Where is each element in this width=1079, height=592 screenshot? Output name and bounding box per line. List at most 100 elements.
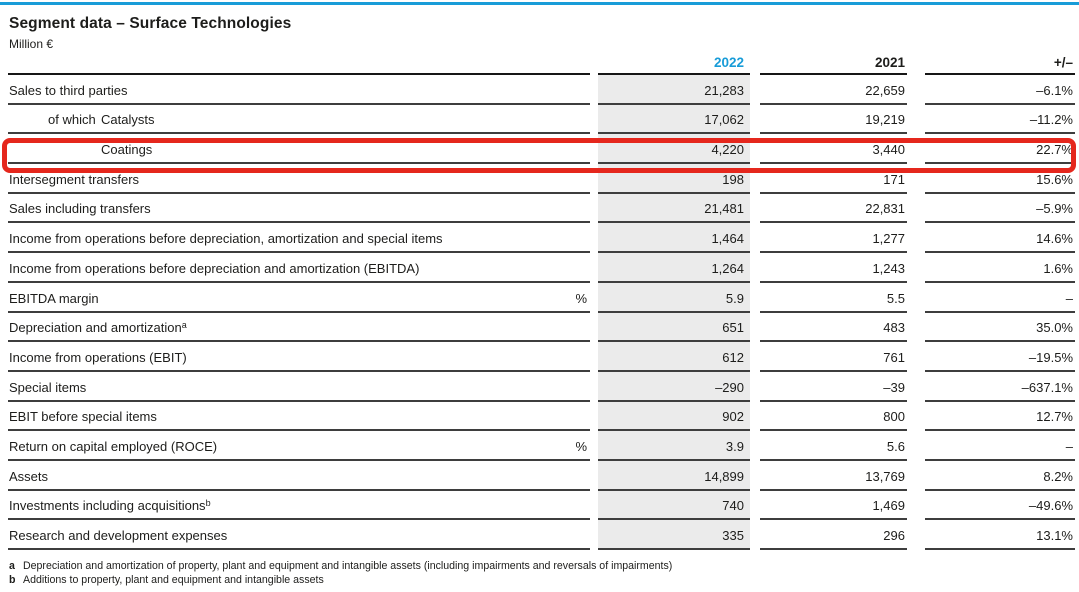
column-gap xyxy=(590,134,598,164)
table-row: EBIT before special items 902 800 12.7% xyxy=(8,401,1075,432)
value-2021: 800 xyxy=(760,402,907,432)
value-2021: 3,440 xyxy=(760,134,907,165)
column-gap xyxy=(907,342,925,372)
row-label: Special items xyxy=(9,379,87,395)
column-gap xyxy=(750,75,760,105)
row-label: Research and development expenses xyxy=(9,528,228,543)
column-gap xyxy=(907,105,925,135)
value-2021: 22,831 xyxy=(760,194,907,224)
value-2022: 17,062 xyxy=(598,104,750,135)
column-gap xyxy=(590,164,598,194)
value-change: –49.6% xyxy=(925,491,1075,521)
table-row: of which Catalysts 17,062 19,219 –11.2% xyxy=(8,104,1075,135)
row-label: Intersegment transfers xyxy=(9,171,140,187)
column-gap xyxy=(907,461,925,491)
value-2021: 5.5 xyxy=(760,283,907,313)
column-gap xyxy=(590,342,598,372)
row-label-cell: Income from operations (EBIT) xyxy=(8,342,590,372)
column-gap xyxy=(907,253,925,283)
value-change: 22.7% xyxy=(925,134,1075,165)
footnote-text: Additions to property, plant and equipme… xyxy=(23,573,324,586)
value-change: 13.1% xyxy=(925,520,1075,550)
value-2021: 22,659 xyxy=(760,75,907,105)
footnote-marker: a xyxy=(9,560,15,572)
value-2022: 14,899 xyxy=(598,460,750,491)
value-2022: 651 xyxy=(598,312,750,343)
column-gap xyxy=(750,402,760,432)
value-change: 35.0% xyxy=(925,313,1075,343)
row-label: of which Catalysts xyxy=(48,112,155,128)
footnote: a Depreciation and amortization of proper… xyxy=(9,560,672,574)
value-2021: 483 xyxy=(760,313,907,343)
row-label-cell: EBIT before special items xyxy=(8,402,590,432)
row-label: Income from operations (EBIT) xyxy=(9,349,187,365)
value-change: 8.2% xyxy=(925,461,1075,491)
row-label-cell: Coatings xyxy=(8,134,590,165)
value-change: –19.5% xyxy=(925,342,1075,372)
header-2021: 2021 xyxy=(760,55,907,75)
page-title: Segment data – Surface Technologies xyxy=(9,15,292,32)
row-label-prefix: of which xyxy=(48,112,96,128)
column-gap xyxy=(590,461,598,491)
value-2022: 1,464 xyxy=(598,223,750,254)
table-row: Return on capital employed (ROCE)% 3.9 5… xyxy=(8,431,1075,461)
column-gap xyxy=(907,134,925,164)
column-gap xyxy=(750,283,760,313)
column-gap xyxy=(750,342,760,372)
value-change: – xyxy=(925,283,1075,313)
top-accent-rule xyxy=(0,2,1079,5)
column-gap xyxy=(590,283,598,313)
header-change: +/– xyxy=(925,55,1075,75)
table-row: Income from operations before depreciati… xyxy=(8,253,1075,283)
table-body: Sales to third parties 21,283 22,659 –6.… xyxy=(8,75,1075,550)
value-change: 1.6% xyxy=(925,253,1075,283)
column-gap xyxy=(907,402,925,432)
value-change: –637.1% xyxy=(925,372,1075,402)
value-2022: 21,283 xyxy=(598,75,750,105)
footnote-marker: b xyxy=(205,498,211,509)
footnote-marker: a xyxy=(181,320,187,331)
row-label-cell: Sales including transfers xyxy=(8,194,590,224)
value-2022: 335 xyxy=(598,520,750,550)
value-2021: 296 xyxy=(760,520,907,550)
footnote-text: Depreciation and amortization of propert… xyxy=(23,560,673,572)
row-label-cell: Return on capital employed (ROCE)% xyxy=(8,431,590,461)
row-label: Sales to third parties xyxy=(9,82,128,98)
column-gap xyxy=(750,372,760,402)
column-gap xyxy=(907,520,925,550)
value-change: 15.6% xyxy=(925,164,1075,194)
row-label: Income from operations before depreciati… xyxy=(9,231,443,247)
column-gap xyxy=(590,55,598,75)
header-2022: 2022 xyxy=(598,55,750,75)
row-label: Assets xyxy=(9,468,49,484)
value-2021: 1,243 xyxy=(760,253,907,283)
footnote: b Additions to property, plant and equipm… xyxy=(9,574,672,588)
column-gap xyxy=(907,431,925,461)
column-gap xyxy=(590,194,598,224)
row-unit-symbol: % xyxy=(575,438,587,454)
footnotes: a Depreciation and amortization of proper… xyxy=(9,560,672,587)
table-row: Coatings 4,220 3,440 22.7% xyxy=(8,134,1075,165)
footnote-marker: b xyxy=(9,573,16,586)
column-gap xyxy=(750,491,760,521)
column-gap xyxy=(907,283,925,313)
value-change: – xyxy=(925,431,1075,461)
column-gap xyxy=(590,75,598,105)
column-gap xyxy=(750,431,760,461)
value-2022: 1,264 xyxy=(598,253,750,283)
column-gap xyxy=(907,313,925,343)
column-gap xyxy=(750,134,760,164)
table-row: Research and development expenses 335 29… xyxy=(8,520,1075,550)
row-label-cell: EBITDA margin% xyxy=(8,283,590,313)
row-label: EBITDA margin xyxy=(9,290,99,306)
column-gap xyxy=(907,194,925,224)
column-gap xyxy=(907,223,925,253)
table-row: Special items –290 –39 –637.1% xyxy=(8,371,1075,402)
column-gap xyxy=(907,55,925,75)
value-2022: 21,481 xyxy=(598,193,750,224)
value-2021: 1,469 xyxy=(760,491,907,521)
column-gap xyxy=(750,253,760,283)
table-row: Income from operations (EBIT) 612 761 –1… xyxy=(8,342,1075,372)
value-2021: 19,219 xyxy=(760,105,907,135)
column-gap xyxy=(750,194,760,224)
